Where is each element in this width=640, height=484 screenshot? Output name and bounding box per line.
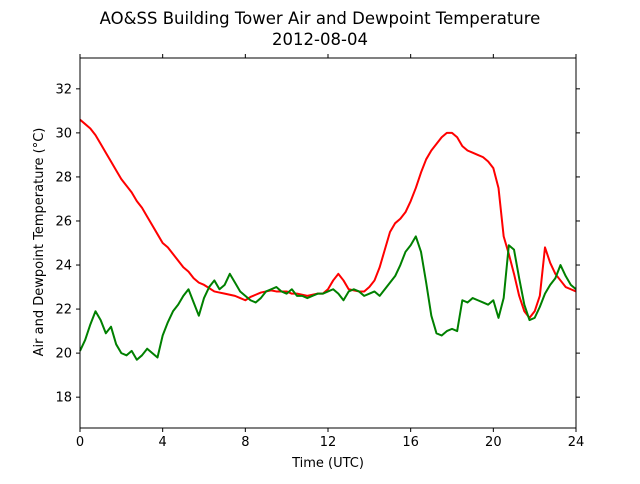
x-tick-label: 4 bbox=[159, 435, 167, 450]
x-tick-label: 12 bbox=[320, 435, 337, 450]
y-tick-label: 30 bbox=[55, 126, 72, 141]
plot-area: 0 4 8 12 16 20 24 18 20 22 24 26 28 30 32 bbox=[55, 54, 584, 450]
y-tick-label: 32 bbox=[55, 82, 72, 97]
chart-title: AO&SS Building Tower Air and Dewpoint Te… bbox=[100, 9, 541, 28]
x-tick-label: 20 bbox=[485, 435, 502, 450]
x-axis-label: Time (UTC) bbox=[291, 456, 364, 471]
series-line-2 bbox=[79, 235, 577, 361]
y-tick-label: 20 bbox=[55, 347, 72, 362]
x-tick-label: 24 bbox=[568, 435, 585, 450]
y-tick-label: 18 bbox=[55, 391, 72, 406]
y-tick-label: 28 bbox=[55, 170, 72, 185]
series-line-1 bbox=[79, 118, 577, 319]
y-tick-label: 24 bbox=[55, 259, 72, 274]
y-tick-label: 26 bbox=[55, 214, 72, 229]
x-tick-label: 16 bbox=[402, 435, 419, 450]
y-axis-label: Air and Dewpoint Temperature (°C) bbox=[32, 128, 47, 357]
chart-subtitle: 2012-08-04 bbox=[272, 30, 368, 49]
y-tick-label: 22 bbox=[55, 303, 72, 318]
x-tick-label: 8 bbox=[241, 435, 249, 450]
x-tick-label: 0 bbox=[76, 435, 84, 450]
